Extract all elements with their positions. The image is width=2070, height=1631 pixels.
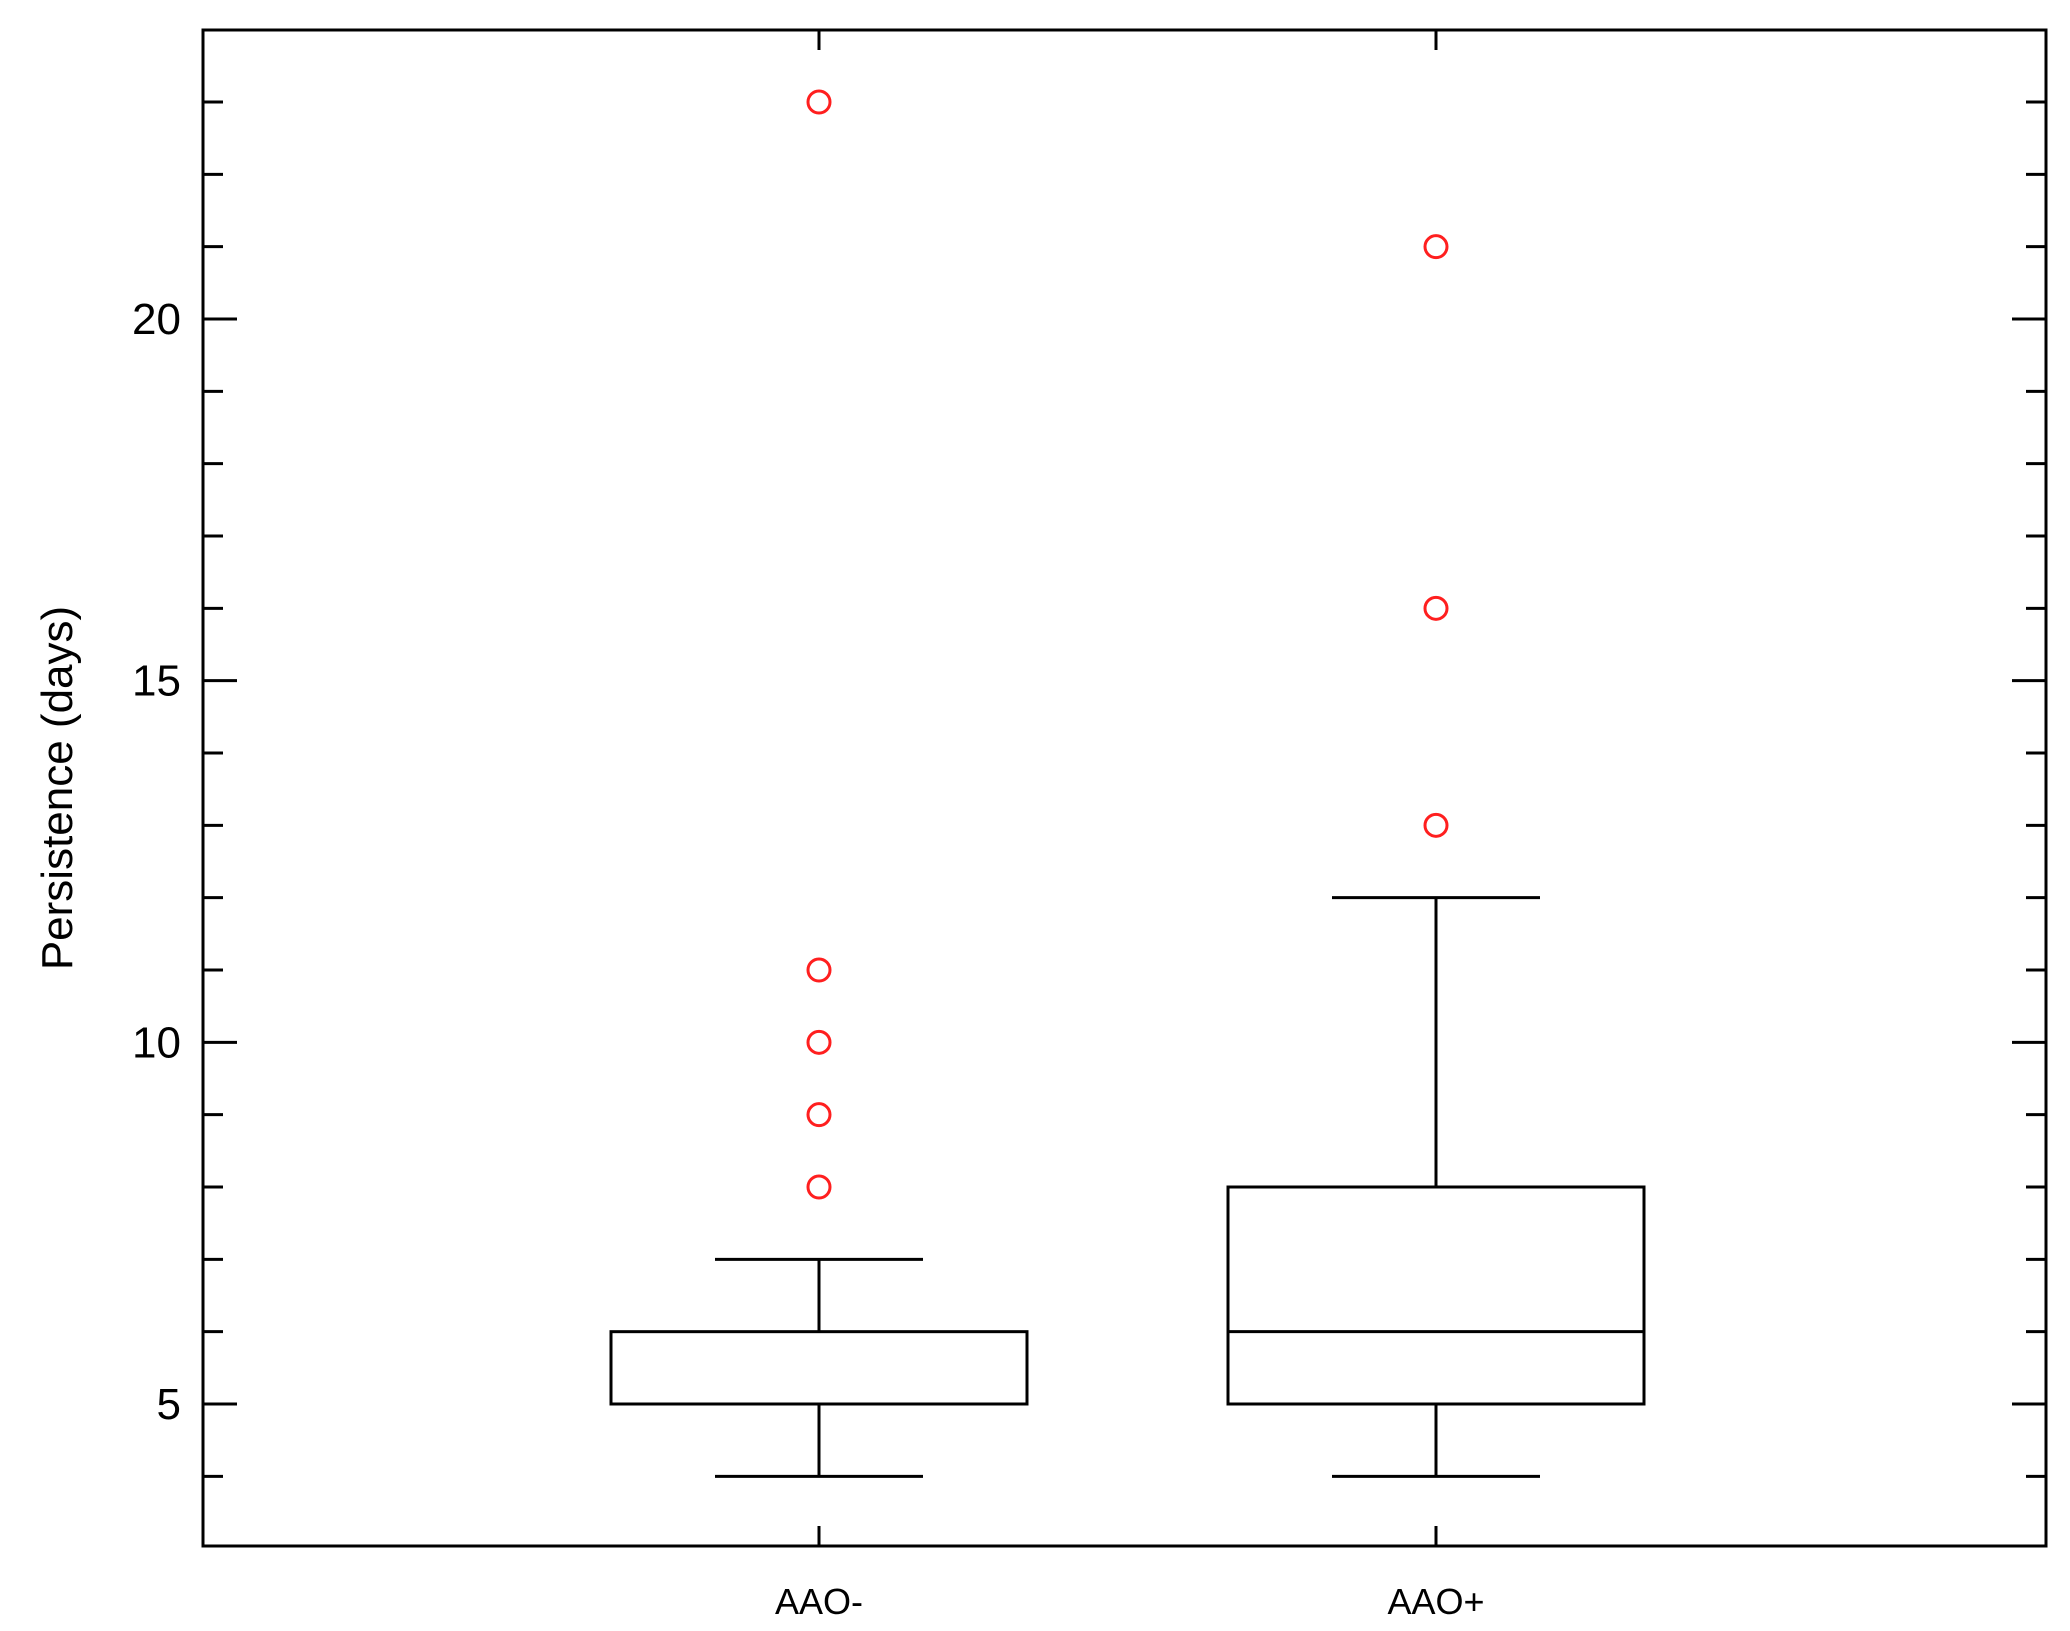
outlier-point bbox=[806, 957, 832, 983]
x-tick-label: AAO- bbox=[775, 1581, 863, 1622]
y-ticks bbox=[203, 100, 2046, 1478]
outliers bbox=[806, 89, 1449, 1200]
outlier-point bbox=[806, 1102, 832, 1128]
outlier-point bbox=[806, 1029, 832, 1055]
outlier-point bbox=[1423, 812, 1449, 838]
box-iqr bbox=[609, 1330, 1029, 1406]
outlier-point bbox=[1423, 595, 1449, 621]
plot-frame bbox=[201, 28, 2048, 1548]
tick-labels: 5 10 15 20 AAO- AAO+ bbox=[132, 295, 1484, 1622]
x-tick-label: AAO+ bbox=[1387, 1581, 1484, 1622]
y-tick-label: 15 bbox=[132, 657, 181, 706]
outlier-point bbox=[1423, 234, 1449, 260]
y-axis-label: Persistence (days) bbox=[33, 606, 82, 970]
x-ticks bbox=[817, 30, 1438, 1546]
outlier-point bbox=[806, 89, 832, 115]
y-tick-label: 5 bbox=[157, 1380, 181, 1429]
boxes bbox=[609, 896, 1646, 1478]
y-tick-label: 10 bbox=[132, 1018, 181, 1067]
y-tick-label: 20 bbox=[132, 295, 181, 344]
box-iqr bbox=[1226, 1185, 1646, 1406]
outlier-point bbox=[806, 1174, 832, 1200]
